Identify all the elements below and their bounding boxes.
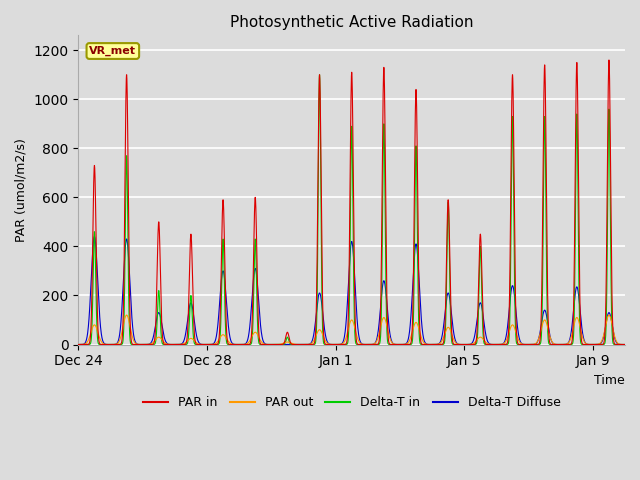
PAR in [605, 57, 612, 63]
Delta-T Diffuse [75, 342, 83, 348]
PAR in [268, 342, 275, 348]
Delta-T in [621, 342, 629, 348]
Delta-T in [75, 342, 83, 348]
Delta-T Diffuse [268, 342, 275, 348]
Y-axis label: PAR (umol/m2/s): PAR (umol/m2/s) [15, 138, 28, 242]
Text: VR_met: VR_met [90, 46, 136, 56]
PAR out [124, 315, 132, 321]
PAR out [621, 342, 629, 348]
PAR out [162, 340, 170, 346]
Delta-T in [316, 72, 323, 78]
PAR in [124, 180, 132, 185]
PAR in [410, 199, 418, 205]
Delta-T Diffuse [90, 234, 98, 240]
PAR in [188, 266, 196, 272]
PAR out [75, 342, 83, 348]
PAR in [75, 342, 83, 348]
Line: Delta-T Diffuse: Delta-T Diffuse [79, 237, 625, 345]
Legend: PAR in, PAR out, Delta-T in, Delta-T Diffuse: PAR in, PAR out, Delta-T in, Delta-T Dif… [138, 391, 566, 414]
Delta-T in [411, 252, 419, 258]
Delta-T in [465, 342, 473, 348]
PAR out [465, 342, 473, 348]
PAR out [189, 336, 196, 342]
Line: PAR out: PAR out [79, 315, 625, 345]
Line: PAR in: PAR in [79, 60, 625, 345]
Delta-T in [268, 342, 275, 348]
Delta-T Diffuse [411, 253, 419, 259]
Delta-T in [162, 342, 170, 348]
PAR in [465, 342, 473, 348]
PAR out [404, 339, 412, 345]
Line: Delta-T in: Delta-T in [79, 75, 625, 345]
Delta-T Diffuse [404, 335, 412, 340]
Delta-T in [188, 314, 196, 320]
Delta-T Diffuse [621, 342, 629, 348]
PAR out [411, 322, 419, 327]
Delta-T Diffuse [189, 304, 196, 310]
Delta-T Diffuse [124, 251, 132, 256]
Delta-T Diffuse [162, 338, 170, 344]
Title: Photosynthetic Active Radiation: Photosynthetic Active Radiation [230, 15, 474, 30]
PAR out [123, 312, 131, 318]
Delta-T Diffuse [465, 342, 473, 348]
PAR in [404, 342, 412, 348]
Delta-T in [404, 342, 412, 348]
PAR out [268, 342, 275, 348]
X-axis label: Time: Time [595, 374, 625, 387]
PAR in [162, 342, 170, 348]
Delta-T in [124, 256, 132, 262]
PAR in [621, 342, 629, 348]
